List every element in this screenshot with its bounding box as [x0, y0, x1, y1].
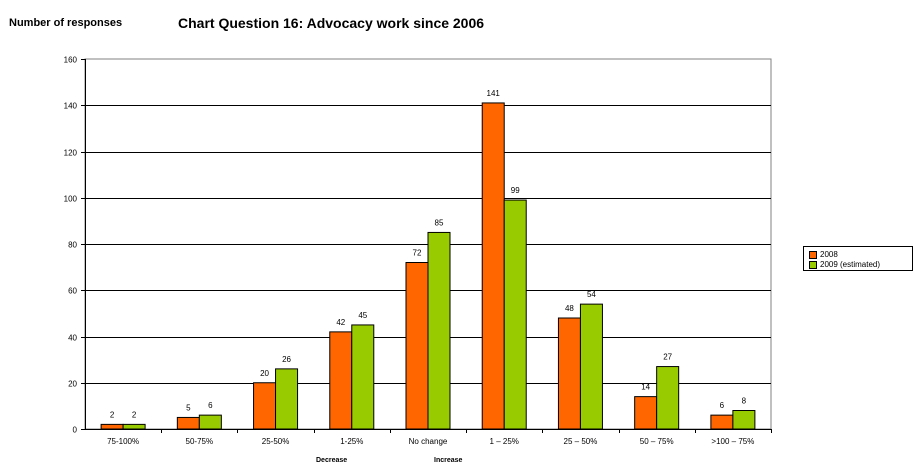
data-label: 2 [110, 410, 115, 419]
y-tick-label: 140 [64, 102, 78, 111]
data-label: 6 [208, 401, 213, 410]
group-label-increase: Increase [434, 457, 463, 464]
x-tick-label: 75-100% [107, 437, 139, 446]
x-tick-label: 1-25% [340, 437, 363, 446]
chart-title: Chart Question 16: Advocacy work since 2… [178, 15, 485, 31]
x-tick-label: 50-75% [186, 437, 214, 446]
y-tick-label: 120 [64, 149, 78, 158]
bar-2009 [351, 324, 375, 430]
y-tick-label: 20 [68, 380, 77, 389]
data-label: 2 [132, 410, 137, 419]
bar-2008 [253, 382, 277, 430]
group-label-decrease: Decrease [316, 457, 348, 464]
bar-2009 [122, 423, 146, 430]
data-label: 99 [511, 186, 520, 195]
y-axis-title: Number of responses [9, 17, 123, 29]
bar-2009 [579, 303, 603, 430]
x-tick-label: >100 – 75% [711, 437, 754, 446]
y-tick-label: 80 [68, 241, 77, 250]
x-tick-label: No change [409, 437, 448, 446]
data-label: 20 [260, 369, 269, 378]
bar-2008 [634, 396, 658, 430]
data-label: 8 [742, 397, 747, 406]
data-label: 72 [413, 249, 422, 258]
data-label: 54 [587, 290, 596, 299]
bar-2008 [405, 262, 429, 430]
x-tick-label: 25-50% [262, 437, 290, 446]
data-label: 141 [487, 89, 501, 98]
data-label: 45 [358, 311, 367, 320]
legend-label-2009: 2009 (estimated) [820, 260, 881, 269]
bar-2008 [557, 317, 581, 430]
y-tick-label: 40 [68, 334, 77, 343]
legend-swatch-2008 [809, 250, 817, 259]
bar-2009 [503, 199, 527, 430]
data-label: 5 [186, 403, 191, 412]
legend-swatch-2009 [809, 260, 817, 269]
legend-item-2009: 2009 (estimated) [809, 260, 880, 269]
y-tick-label: 60 [68, 287, 77, 296]
legend-label-2008: 2008 [820, 250, 838, 259]
data-label: 26 [282, 355, 291, 364]
bar-2008 [329, 331, 353, 430]
data-label: 42 [336, 318, 345, 327]
bar-2009 [427, 231, 451, 430]
legend-item-2008: 2008 [809, 250, 838, 259]
data-label: 27 [663, 353, 672, 362]
x-tick-label: 50 – 75% [640, 437, 674, 446]
x-tick-label: 25 – 50% [564, 437, 598, 446]
bar-2009 [732, 410, 756, 430]
legend: 2008 2009 (estimated) [803, 246, 913, 271]
bar-2008 [176, 416, 200, 430]
bar-2009 [656, 366, 680, 430]
bar-2008 [710, 414, 734, 430]
bar-2008 [100, 423, 124, 430]
bar-2009 [275, 368, 299, 430]
y-tick-label: 100 [64, 195, 78, 204]
y-tick-label: 0 [73, 426, 78, 435]
y-tick-label: 160 [64, 56, 78, 65]
data-label: 85 [435, 218, 444, 227]
bar-2008 [481, 102, 505, 430]
bar-2009 [198, 414, 222, 430]
data-label: 14 [641, 383, 650, 392]
data-label: 6 [720, 401, 725, 410]
x-tick-label: 1 – 25% [490, 437, 519, 446]
data-label: 48 [565, 304, 574, 313]
